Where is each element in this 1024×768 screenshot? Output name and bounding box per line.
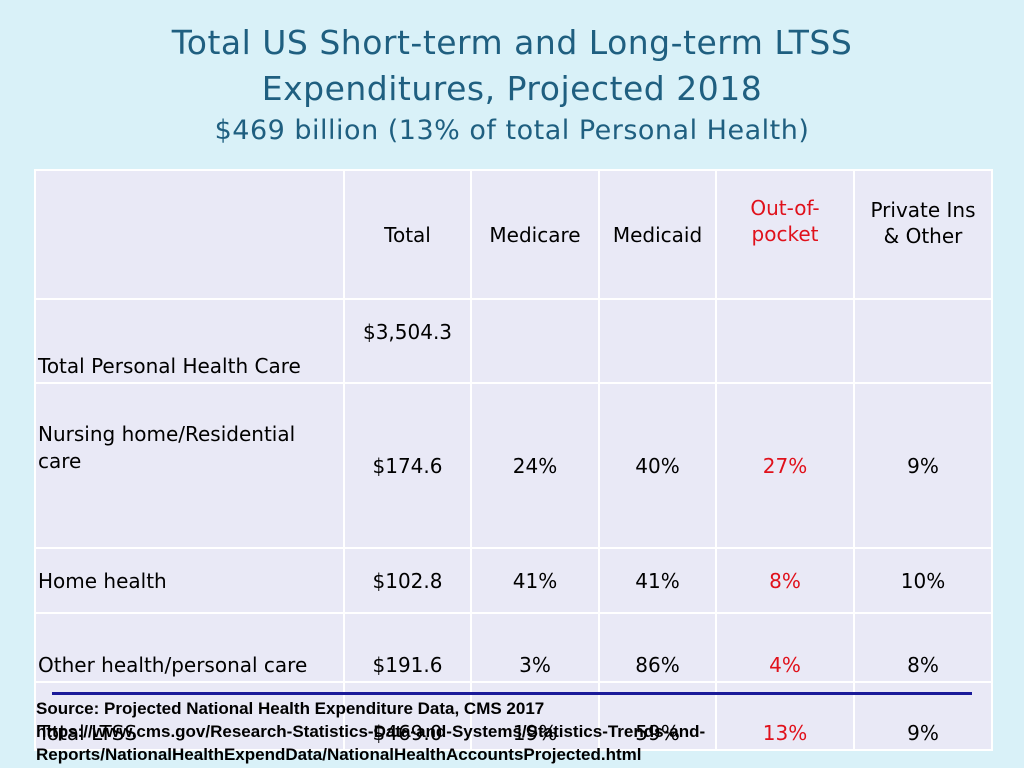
- source-url-line-2[interactable]: Reports/NationalHealthExpendData/Nationa…: [36, 745, 642, 764]
- cell-total: $102.8: [343, 547, 472, 614]
- header-oop-line1: Out-of-: [750, 196, 820, 220]
- header-private-ins: Private Ins & Other: [853, 169, 993, 300]
- table-row: Total Personal Health Care $3,504.3: [34, 298, 993, 384]
- cell-private: 8%: [853, 612, 993, 683]
- cell-medicare: 3%: [470, 612, 600, 683]
- cell-total: $3,504.3: [343, 298, 472, 384]
- expenditure-table: Total Medicare Medicaid Out-of- pocket P…: [34, 169, 993, 751]
- cell-medicare: 41%: [470, 547, 600, 614]
- table-row: Nursing home/Residential care $174.6 24%…: [34, 382, 993, 549]
- row-label: Nursing home/Residential care: [34, 382, 345, 549]
- header-out-of-pocket: Out-of- pocket: [715, 169, 855, 300]
- source-citation: Source: Projected National Health Expend…: [36, 697, 705, 766]
- slide-title: Total US Short-term and Long-term LTSS E…: [0, 20, 1024, 150]
- header-priv-line1: Private Ins: [870, 198, 976, 222]
- title-line-2: Expenditures, Projected 2018: [261, 69, 763, 108]
- cell-oop: 27%: [715, 382, 855, 549]
- cell-oop: 8%: [715, 547, 855, 614]
- cell-oop: 4%: [715, 612, 855, 683]
- header-row: Total Medicare Medicaid Out-of- pocket P…: [34, 169, 993, 300]
- cell-medicare: [470, 298, 600, 384]
- divider-rule: [52, 692, 972, 695]
- source-line-1: Source: Projected National Health Expend…: [36, 699, 545, 718]
- row-label: Other health/personal care: [34, 612, 345, 683]
- header-priv-line2: & Other: [883, 224, 963, 248]
- header-medicare: Medicare: [470, 169, 600, 300]
- cell-medicaid: 41%: [598, 547, 717, 614]
- cell-total: $191.6: [343, 612, 472, 683]
- header-oop-line2: pocket: [751, 222, 819, 246]
- cell-private: 10%: [853, 547, 993, 614]
- cell-total: $174.6: [343, 382, 472, 549]
- cell-medicaid: [598, 298, 717, 384]
- table-row: Other health/personal care $191.6 3% 86%…: [34, 612, 993, 683]
- table-row: Home health $102.8 41% 41% 8% 10%: [34, 547, 993, 614]
- source-url-line-1[interactable]: https://www.cms.gov/Research-Statistics-…: [36, 722, 706, 741]
- row-label: Total Personal Health Care: [34, 298, 345, 384]
- cell-medicaid: 40%: [598, 382, 717, 549]
- cell-private: [853, 298, 993, 384]
- subtitle: $469 billion (13% of total Personal Heal…: [214, 115, 810, 146]
- header-medicaid: Medicaid: [598, 169, 717, 300]
- cell-medicare: 24%: [470, 382, 600, 549]
- header-total: Total: [343, 169, 472, 300]
- cell-private: 9%: [853, 382, 993, 549]
- row-label: Home health: [34, 547, 345, 614]
- title-line-1: Total US Short-term and Long-term LTSS: [171, 23, 853, 62]
- cell-oop: [715, 298, 855, 384]
- cell-medicaid: 86%: [598, 612, 717, 683]
- header-blank-cell: [34, 169, 345, 300]
